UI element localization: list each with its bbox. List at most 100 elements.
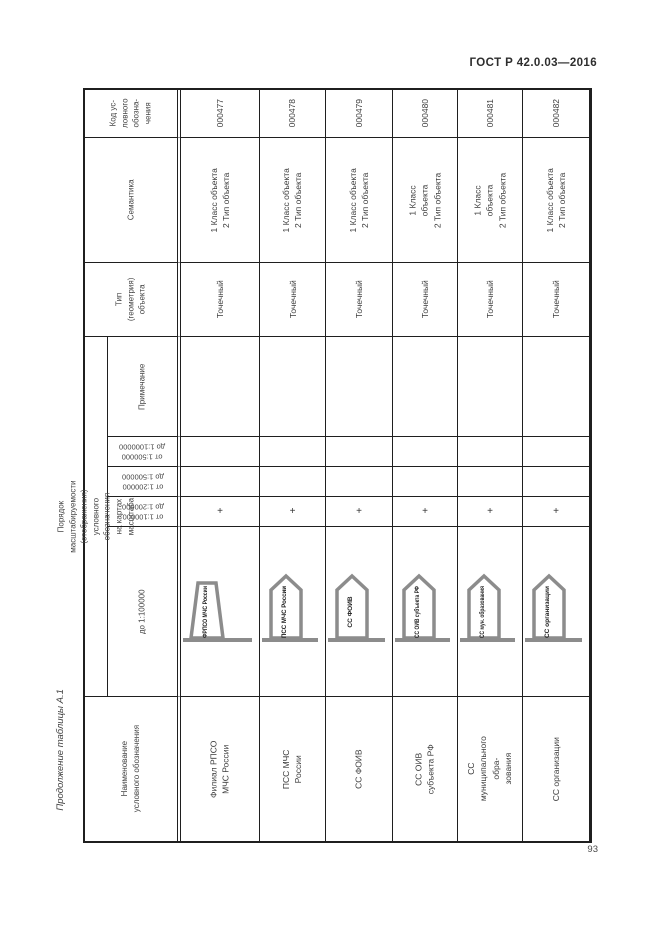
cell-code: 000478 xyxy=(260,90,325,138)
cell-code: 000477 xyxy=(181,90,259,138)
cell-geometry-type: Точечный xyxy=(393,263,457,337)
header-scalability-span: Порядок масштабируемости (отображения) у… xyxy=(56,337,135,697)
semantics-value: 1 Класс объекта 2 Тип объекта xyxy=(407,172,443,228)
geometry-type-value: Точечный xyxy=(287,280,298,319)
cell-scale-500k-1m xyxy=(523,437,589,467)
cell-name: СС ОИВ субъекта РФ xyxy=(393,697,457,841)
scalable-mark: + xyxy=(553,506,559,517)
cell-semantics: 1 Класс объекта 2 Тип объекта xyxy=(523,138,589,263)
name-value: Филиал РПСО МЧС России xyxy=(208,740,231,798)
cell-semantics: 1 Класс объекта 2 Тип объекта xyxy=(260,138,325,263)
scalable-mark: + xyxy=(289,506,296,517)
scalable-mark: + xyxy=(356,506,362,517)
cell-name: СС ФОИВ xyxy=(326,697,392,841)
cell-geometry-type: Точечный xyxy=(181,263,259,337)
cell-scale-500k-1m xyxy=(458,437,522,467)
table-row: 000482 1 Класс объекта 2 Тип объекта Точ… xyxy=(523,90,590,841)
name-value: СС ФОИВ xyxy=(353,749,364,789)
cell-code: 000479 xyxy=(326,90,392,138)
header-code-label: Код ус- ловного обозна- чения xyxy=(108,98,153,129)
code-value: 000477 xyxy=(214,99,225,128)
cell-symbol: СС организации xyxy=(523,527,589,697)
cell-note xyxy=(458,337,522,437)
semantics-value: 1 Класс объекта 2 Тип объекта xyxy=(208,167,231,233)
header-semantics-label: Семантика xyxy=(126,179,136,221)
cell-symbol: СС мун. образования xyxy=(458,527,522,697)
name-value: СС муниципального обра- зования xyxy=(466,736,514,802)
header-scale-100k-200k: от 1:100000 до 1:200000 xyxy=(108,497,181,527)
cell-scale-500k-1m xyxy=(393,437,457,467)
header-scale-100k-200k-label: от 1:100000 до 1:200000 xyxy=(121,502,164,522)
scalable-mark: + xyxy=(217,506,223,517)
cell-scale-100k-200k: + xyxy=(326,497,392,527)
cell-scale-200k-500k xyxy=(181,467,259,497)
geometry-type-value: Точечный xyxy=(550,280,561,319)
cell-symbol: ФРПСО МЧС России xyxy=(181,527,259,697)
code-value: 000480 xyxy=(419,99,430,128)
header-geometry-type: Тип (геометрия) объекта xyxy=(85,263,181,337)
cell-geometry-type: Точечный xyxy=(326,263,392,337)
header-code: Код ус- ловного обозна- чения xyxy=(85,90,181,138)
cell-scale-200k-500k xyxy=(260,467,325,497)
symbol-baseline xyxy=(183,638,252,642)
header-note-label: Примечание xyxy=(137,363,147,410)
cell-scale-100k-200k: + xyxy=(260,497,325,527)
cell-scale-100k-200k: + xyxy=(393,497,457,527)
cell-scale-500k-1m xyxy=(260,437,325,467)
cell-scale-200k-500k xyxy=(393,467,457,497)
header-name: Наименование условного обозначения xyxy=(85,697,181,841)
cell-name: Филиал РПСО МЧС России xyxy=(181,697,259,841)
geometry-type-value: Точечный xyxy=(419,280,430,319)
geometry-type-value: Точечный xyxy=(353,280,364,319)
cell-name: ПСС МЧС России xyxy=(260,697,325,841)
cell-symbol: СС ОИВ субъекта РФ xyxy=(393,527,457,697)
symbols-table: Код ус- ловного обозна- чения Семантика … xyxy=(56,88,592,843)
header-scale-500k-1m-label: от 1:500000 до 1:1000000 xyxy=(119,442,166,462)
scalable-mark: + xyxy=(422,506,428,517)
cell-symbol: СС ФОИВ xyxy=(326,527,392,697)
cell-note xyxy=(326,337,392,437)
code-value: 000479 xyxy=(353,99,364,128)
geometry-type-value: Точечный xyxy=(214,280,225,319)
geometry-type-value: Точечный xyxy=(484,280,495,319)
cell-symbol: ПСС МЧС России xyxy=(260,527,325,697)
header-name-label: Наименование условного обозначения xyxy=(120,725,141,813)
map-symbol-pentagon-icon: СС ОИВ субъекта РФ xyxy=(402,573,436,640)
symbol-baseline xyxy=(395,638,450,642)
cell-semantics: 1 Класс объекта 2 Тип объекта xyxy=(326,138,392,263)
header-scale-500k-1m: от 1:500000 до 1:1000000 xyxy=(108,437,181,467)
cell-geometry-type: Точечный xyxy=(523,263,589,337)
header-scale-200k-500k-label: от 1:200000 до 1:500000 xyxy=(121,472,164,492)
semantics-value: 1 Класс объекта 2 Тип объекта xyxy=(472,172,508,228)
cell-scale-100k-200k: + xyxy=(523,497,589,527)
cell-note xyxy=(181,337,259,437)
cell-scale-100k-200k: + xyxy=(458,497,522,527)
map-symbol-trapezoid-icon: ФРПСО МЧС России xyxy=(189,581,225,640)
header-scale-under-100k-label: до 1:100000 xyxy=(137,589,147,634)
cell-semantics: 1 Класс объекта 2 Тип объекта xyxy=(458,138,522,263)
cell-code: 000482 xyxy=(523,90,589,138)
cell-scale-200k-500k xyxy=(326,467,392,497)
cell-geometry-type: Точечный xyxy=(458,263,522,337)
header-scale-under-100k: до 1:100000 xyxy=(108,527,181,697)
svg-text:СС ОИВ субъекта РФ: СС ОИВ субъекта РФ xyxy=(413,586,421,638)
table-row: 000480 1 Класс объекта 2 Тип объекта Точ… xyxy=(393,90,458,841)
cell-code: 000481 xyxy=(458,90,522,138)
cell-name: СС организации xyxy=(523,697,589,841)
cell-scale-200k-500k xyxy=(458,467,522,497)
code-value: 000478 xyxy=(287,99,298,128)
table-row: 000477 1 Класс объекта 2 Тип объекта Точ… xyxy=(181,90,260,841)
name-value: СС ОИВ субъекта РФ xyxy=(413,744,436,794)
header-note: Примечание xyxy=(108,337,181,437)
cell-geometry-type: Точечный xyxy=(260,263,325,337)
symbol-baseline xyxy=(460,638,515,642)
header-geometry-type-label: Тип (геометрия) объекта xyxy=(114,277,147,322)
name-value: СС организации xyxy=(550,736,561,802)
table-row: 000481 1 Класс объекта 2 Тип объекта Точ… xyxy=(458,90,523,841)
page-number: 93 xyxy=(587,844,598,855)
name-value: ПСС МЧС России xyxy=(281,749,304,789)
cell-semantics: 1 Класс объекта 2 Тип объекта xyxy=(393,138,457,263)
cell-scale-500k-1m xyxy=(181,437,259,467)
semantics-value: 1 Класс объекта 2 Тип объекта xyxy=(281,167,304,233)
